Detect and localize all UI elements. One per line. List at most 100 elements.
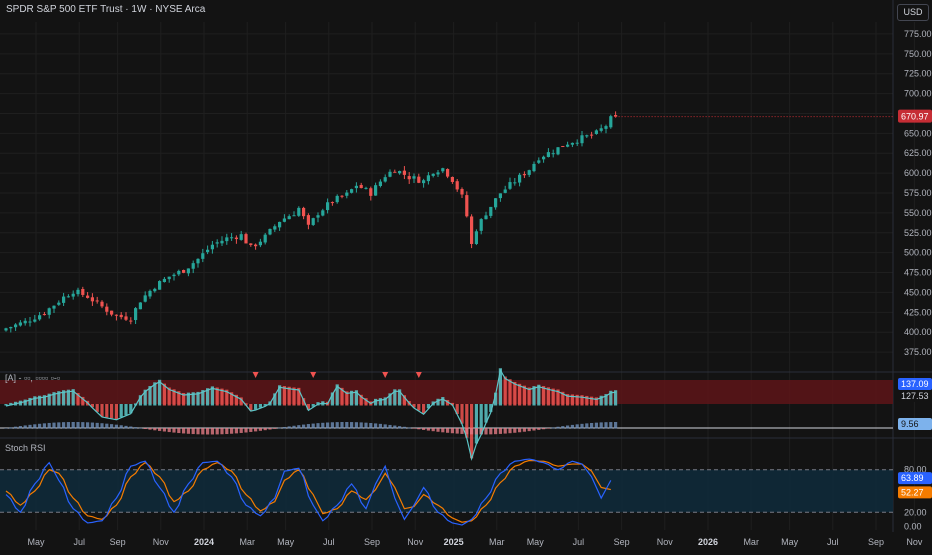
candle-body[interactable]	[417, 176, 421, 183]
candle-body[interactable]	[350, 189, 354, 193]
candle-body[interactable]	[450, 176, 454, 182]
candle-body[interactable]	[86, 295, 90, 298]
candle-body[interactable]	[321, 210, 325, 216]
candle-body[interactable]	[359, 184, 363, 189]
candle-body[interactable]	[326, 202, 330, 211]
candle-body[interactable]	[594, 130, 598, 134]
candle-body[interactable]	[494, 198, 498, 208]
candle-body[interactable]	[18, 322, 22, 326]
candle-body[interactable]	[162, 278, 166, 283]
candle-body[interactable]	[278, 221, 282, 228]
candle-body[interactable]	[14, 324, 18, 328]
candle-body[interactable]	[484, 215, 488, 220]
candle-body[interactable]	[566, 144, 570, 147]
candle-body[interactable]	[474, 231, 478, 244]
candle-body[interactable]	[542, 156, 546, 160]
candle-body[interactable]	[436, 172, 440, 175]
candle-body[interactable]	[287, 216, 291, 220]
candle-body[interactable]	[412, 176, 416, 179]
candle-body[interactable]	[66, 296, 70, 298]
candle-body[interactable]	[148, 290, 152, 297]
candle-body[interactable]	[292, 215, 296, 217]
candle-body[interactable]	[4, 328, 8, 331]
candle-body[interactable]	[330, 202, 334, 204]
candle-body[interactable]	[585, 135, 589, 137]
candle-body[interactable]	[239, 234, 243, 240]
candle-body[interactable]	[90, 297, 94, 302]
candle-body[interactable]	[57, 302, 61, 305]
currency-button[interactable]: USD	[897, 4, 929, 21]
candle-body[interactable]	[234, 237, 238, 240]
candle-body[interactable]	[393, 171, 397, 173]
candle-body[interactable]	[62, 296, 66, 303]
candle-body[interactable]	[383, 177, 387, 182]
candle-body[interactable]	[369, 188, 373, 196]
candle-body[interactable]	[138, 302, 142, 310]
candle-body[interactable]	[196, 258, 200, 264]
candle-body[interactable]	[23, 320, 27, 324]
candle-body[interactable]	[311, 218, 315, 225]
candle-body[interactable]	[354, 185, 358, 189]
candle-body[interactable]	[134, 308, 138, 321]
candle-body[interactable]	[119, 314, 123, 318]
candle-body[interactable]	[441, 168, 445, 172]
candle-body[interactable]	[580, 135, 584, 144]
candle-body[interactable]	[28, 321, 32, 323]
candle-body[interactable]	[446, 169, 450, 177]
candle-body[interactable]	[114, 314, 118, 316]
candle-body[interactable]	[100, 301, 104, 307]
candle-body[interactable]	[254, 244, 258, 247]
candle-body[interactable]	[215, 242, 219, 244]
candle-body[interactable]	[470, 216, 474, 244]
candle-body[interactable]	[191, 263, 195, 269]
candle-body[interactable]	[182, 269, 186, 273]
candle-body[interactable]	[570, 142, 574, 145]
candle-body[interactable]	[522, 174, 526, 176]
candle-body[interactable]	[407, 176, 411, 180]
candle-body[interactable]	[105, 306, 109, 312]
candle-body[interactable]	[460, 189, 464, 195]
candle-body[interactable]	[345, 192, 349, 196]
candle-body[interactable]	[527, 170, 531, 175]
candle-body[interactable]	[422, 180, 426, 184]
candle-body[interactable]	[537, 160, 541, 163]
candle-body[interactable]	[273, 226, 277, 230]
candle-body[interactable]	[81, 288, 85, 295]
candle-body[interactable]	[263, 234, 267, 243]
candle-body[interactable]	[479, 219, 483, 231]
candle-body[interactable]	[143, 295, 147, 302]
candle-body[interactable]	[503, 189, 507, 193]
candle-body[interactable]	[364, 187, 368, 189]
candle-body[interactable]	[551, 153, 555, 155]
candle-body[interactable]	[201, 253, 205, 259]
candle-body[interactable]	[186, 268, 190, 274]
candle-body[interactable]	[599, 128, 603, 131]
candle-body[interactable]	[498, 193, 502, 199]
candle-body[interactable]	[297, 207, 301, 216]
candle-body[interactable]	[431, 173, 435, 176]
candle-body[interactable]	[258, 241, 262, 246]
candle-body[interactable]	[513, 182, 517, 184]
candle-body[interactable]	[388, 171, 392, 177]
candle-body[interactable]	[402, 170, 406, 175]
candle-body[interactable]	[590, 134, 594, 136]
candle-body[interactable]	[124, 316, 128, 320]
candle-body[interactable]	[465, 195, 469, 217]
candle-body[interactable]	[489, 206, 493, 216]
candle-body[interactable]	[614, 115, 618, 117]
candle-body[interactable]	[609, 116, 613, 128]
candle-body[interactable]	[95, 300, 99, 302]
candle-body[interactable]	[455, 181, 459, 190]
candle-body[interactable]	[206, 249, 210, 253]
candle-body[interactable]	[167, 276, 171, 280]
candle-body[interactable]	[374, 185, 378, 196]
candle-body[interactable]	[282, 218, 286, 222]
candle-body[interactable]	[42, 314, 46, 316]
candle-body[interactable]	[172, 274, 176, 277]
candle-body[interactable]	[244, 234, 248, 244]
candle-body[interactable]	[9, 327, 13, 329]
candle-body[interactable]	[306, 215, 310, 225]
candle-body[interactable]	[71, 293, 75, 297]
